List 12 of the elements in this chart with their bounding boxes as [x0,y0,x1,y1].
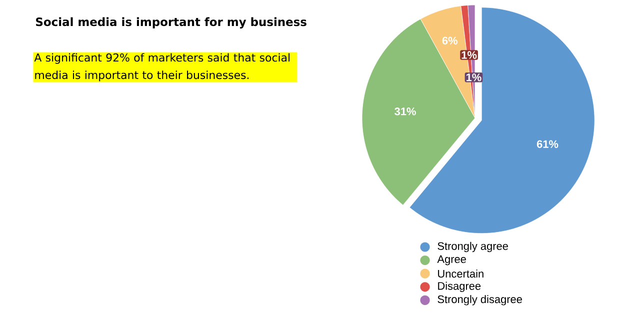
text: Social media is important for my business [36,17,306,28]
legend-label: Agree [437,255,466,266]
data-label: 1% [466,73,482,82]
legend-label: Uncertain [438,270,484,278]
data-label: 6% [442,36,458,44]
text: A significant 92% of marketers said that social media is important to their businesses. [34,53,290,82]
legend-label: Strongly disagree [438,295,522,306]
data-label: 61% [536,140,558,148]
legend-label: Disagree [438,282,481,292]
data-label: 31% [394,108,416,116]
legend-label: Strongly agree [438,242,508,252]
data-label: 1% [462,51,477,59]
